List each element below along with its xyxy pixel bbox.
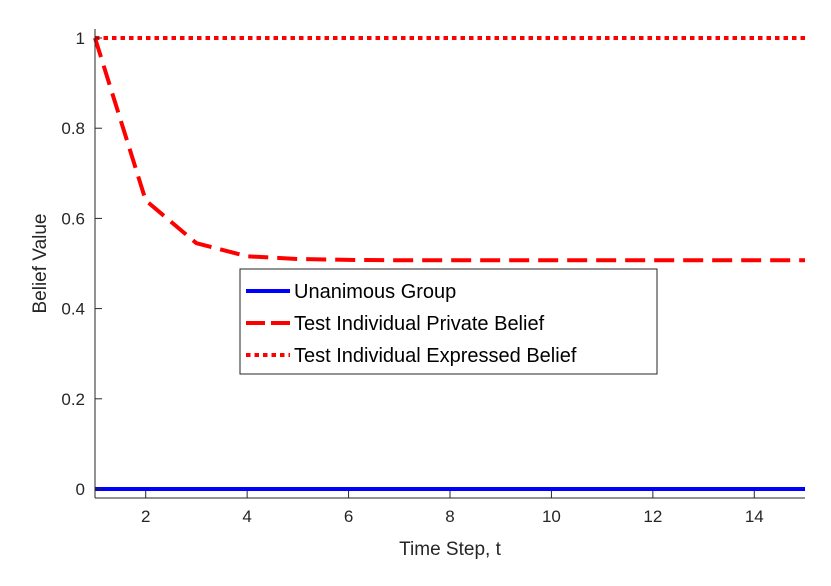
y-tick-label: 1	[76, 29, 85, 48]
y-tick-label: 0	[76, 480, 85, 499]
y-tick-label: 0.4	[61, 300, 85, 319]
x-axis-label: Time Step, t	[399, 539, 501, 560]
x-tick-label: 4	[242, 507, 251, 526]
y-tick-label: 0.8	[61, 119, 85, 138]
y-axis-label: Belief Value	[30, 214, 51, 314]
x-tick-label: 14	[745, 507, 764, 526]
axes	[94, 29, 805, 499]
series-line-2	[93, 37, 805, 263]
legend: Unanimous Group Test Individual Private B…	[239, 268, 658, 375]
x-tick-label: 2	[141, 507, 150, 526]
x-tick-label: 6	[344, 507, 353, 526]
x-tick-label: 10	[542, 507, 561, 526]
y-tick-label: 0.6	[61, 209, 85, 228]
legend-label-2: Test Individual Private Belief	[294, 313, 545, 335]
ticks: 2 4 6 8 10 12 14 0 0.2 0.4 0.6 0.8 1	[61, 29, 763, 526]
x-tick-label: 12	[643, 507, 662, 526]
y-tick-label: 0.2	[61, 390, 85, 409]
legend-label-3: Test Individual Expressed Belief	[294, 345, 577, 367]
series-layer	[93, 36, 805, 491]
x-tick-label: 8	[445, 507, 454, 526]
legend-box	[239, 268, 658, 375]
legend-label-1: Unanimous Group	[294, 281, 456, 303]
